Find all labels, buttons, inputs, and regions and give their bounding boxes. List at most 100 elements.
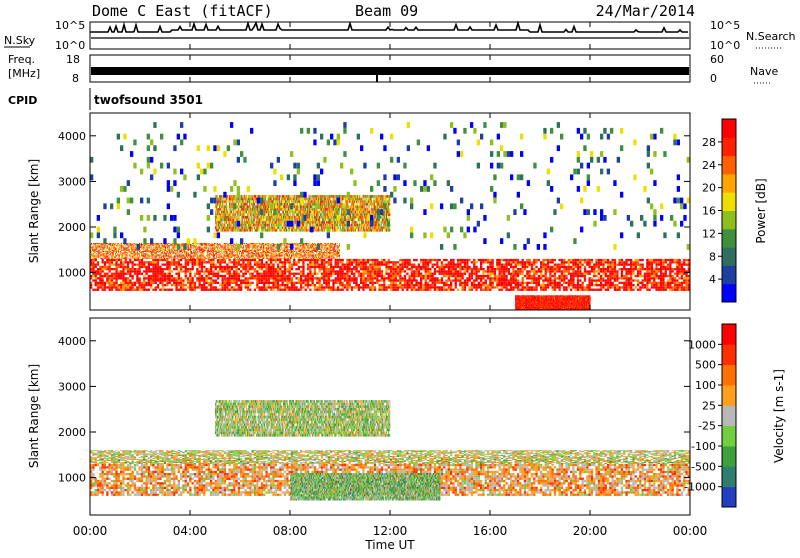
freq-tick-bottom: 8 xyxy=(72,72,79,85)
heatmap-cell xyxy=(95,284,97,286)
heatmap-cell xyxy=(166,275,168,277)
heatmap-cell xyxy=(189,286,191,288)
heatmap-cell xyxy=(270,273,272,275)
heatmap-cell xyxy=(358,261,360,263)
heatmap-cell xyxy=(351,259,353,261)
heatmap-cell xyxy=(312,279,314,281)
heatmap-cell xyxy=(162,275,164,277)
heatmap-cell xyxy=(129,282,131,284)
heatmap-cell xyxy=(222,284,224,286)
heatmap-cell xyxy=(247,259,249,261)
heatmap-cell xyxy=(312,273,314,275)
heatmap-cell xyxy=(339,279,341,281)
heatmap-cell xyxy=(307,266,309,268)
heatmap-cell xyxy=(136,270,138,272)
heatmap-cell xyxy=(115,277,117,279)
heatmap-cell xyxy=(335,259,337,261)
heatmap-cell xyxy=(208,282,210,284)
heatmap-cell xyxy=(187,277,189,279)
heatmap-cell xyxy=(231,279,233,281)
heatmap-cell xyxy=(129,289,131,291)
heatmap-cell xyxy=(210,266,212,268)
heatmap-cell xyxy=(362,268,364,270)
heatmap-cell xyxy=(238,286,240,288)
heatmap-cell xyxy=(187,264,189,266)
heatmap-cell xyxy=(199,264,201,266)
heatmap-cell xyxy=(196,277,198,279)
heatmap-cell xyxy=(307,264,309,266)
heatmap-cell xyxy=(185,259,187,261)
heatmap-cell xyxy=(102,289,104,291)
heatmap-cell xyxy=(104,284,106,286)
heatmap-cell xyxy=(284,261,286,263)
heatmap-cell xyxy=(261,268,263,270)
heatmap-cell xyxy=(169,279,171,281)
heatmap-cell xyxy=(226,264,228,266)
heatmap-cell xyxy=(201,266,203,268)
heatmap-cell xyxy=(369,279,371,281)
heatmap-cell xyxy=(132,289,134,291)
heatmap-cell xyxy=(247,277,249,279)
heatmap-cell xyxy=(261,286,263,288)
heatmap-cell xyxy=(152,289,154,291)
heatmap-cell xyxy=(362,279,364,281)
heatmap-cell xyxy=(210,268,212,270)
heatmap-cell xyxy=(286,289,288,291)
heatmap-cell xyxy=(265,286,267,288)
heatmap-cell xyxy=(319,282,321,284)
heatmap-cell xyxy=(229,279,231,281)
heatmap-cell xyxy=(143,284,145,286)
heatmap-cell xyxy=(291,279,293,281)
heatmap-cell xyxy=(362,282,364,284)
heatmap-cell xyxy=(129,261,131,263)
heatmap-cell xyxy=(210,277,212,279)
heatmap-cell xyxy=(97,286,99,288)
heatmap-cell xyxy=(295,289,297,291)
heatmap-cell xyxy=(240,279,242,281)
heatmap-cell xyxy=(92,266,94,268)
heatmap-cell xyxy=(178,273,180,275)
heatmap-cell xyxy=(319,286,321,288)
heatmap-cell xyxy=(302,268,304,270)
heatmap-cell xyxy=(106,261,108,263)
heatmap-cell xyxy=(339,259,341,261)
heatmap-cell xyxy=(275,286,277,288)
heatmap-cell xyxy=(178,270,180,272)
heatmap-cell xyxy=(155,270,157,272)
heatmap-cell xyxy=(226,270,228,272)
heatmap-cell xyxy=(106,259,108,261)
heatmap-cell xyxy=(122,268,124,270)
heatmap-cell xyxy=(125,261,127,263)
heatmap-cell xyxy=(312,284,314,286)
heatmap-cell xyxy=(199,277,201,279)
heatmap-cell xyxy=(293,284,295,286)
heatmap-cell xyxy=(342,284,344,286)
heatmap-cell xyxy=(95,277,97,279)
heatmap-cell xyxy=(302,279,304,281)
heatmap-cell xyxy=(314,289,316,291)
heatmap-cell xyxy=(222,277,224,279)
heatmap-cell xyxy=(115,284,117,286)
heatmap-cell xyxy=(282,279,284,281)
heatmap-cell xyxy=(275,270,277,272)
heatmap-cell xyxy=(314,264,316,266)
heatmap-cell xyxy=(282,284,284,286)
heatmap-cell xyxy=(275,284,277,286)
heatmap-cell xyxy=(148,264,150,266)
heatmap-cell xyxy=(261,279,263,281)
heatmap-cell xyxy=(95,289,97,291)
heatmap-cell xyxy=(104,273,106,275)
heatmap-cell xyxy=(238,264,240,266)
heatmap-cell xyxy=(166,289,168,291)
heatmap-cell xyxy=(159,259,161,261)
heatmap-cell xyxy=(148,284,150,286)
heatmap-cell xyxy=(113,277,115,279)
heatmap-cell xyxy=(226,286,228,288)
heatmap-cell xyxy=(282,266,284,268)
heatmap-cell xyxy=(115,264,117,266)
heatmap-cell xyxy=(282,282,284,284)
heatmap-cell xyxy=(312,261,314,263)
heatmap-cell xyxy=(289,270,291,272)
heatmap-cell xyxy=(175,284,177,286)
heatmap-cell xyxy=(302,266,304,268)
